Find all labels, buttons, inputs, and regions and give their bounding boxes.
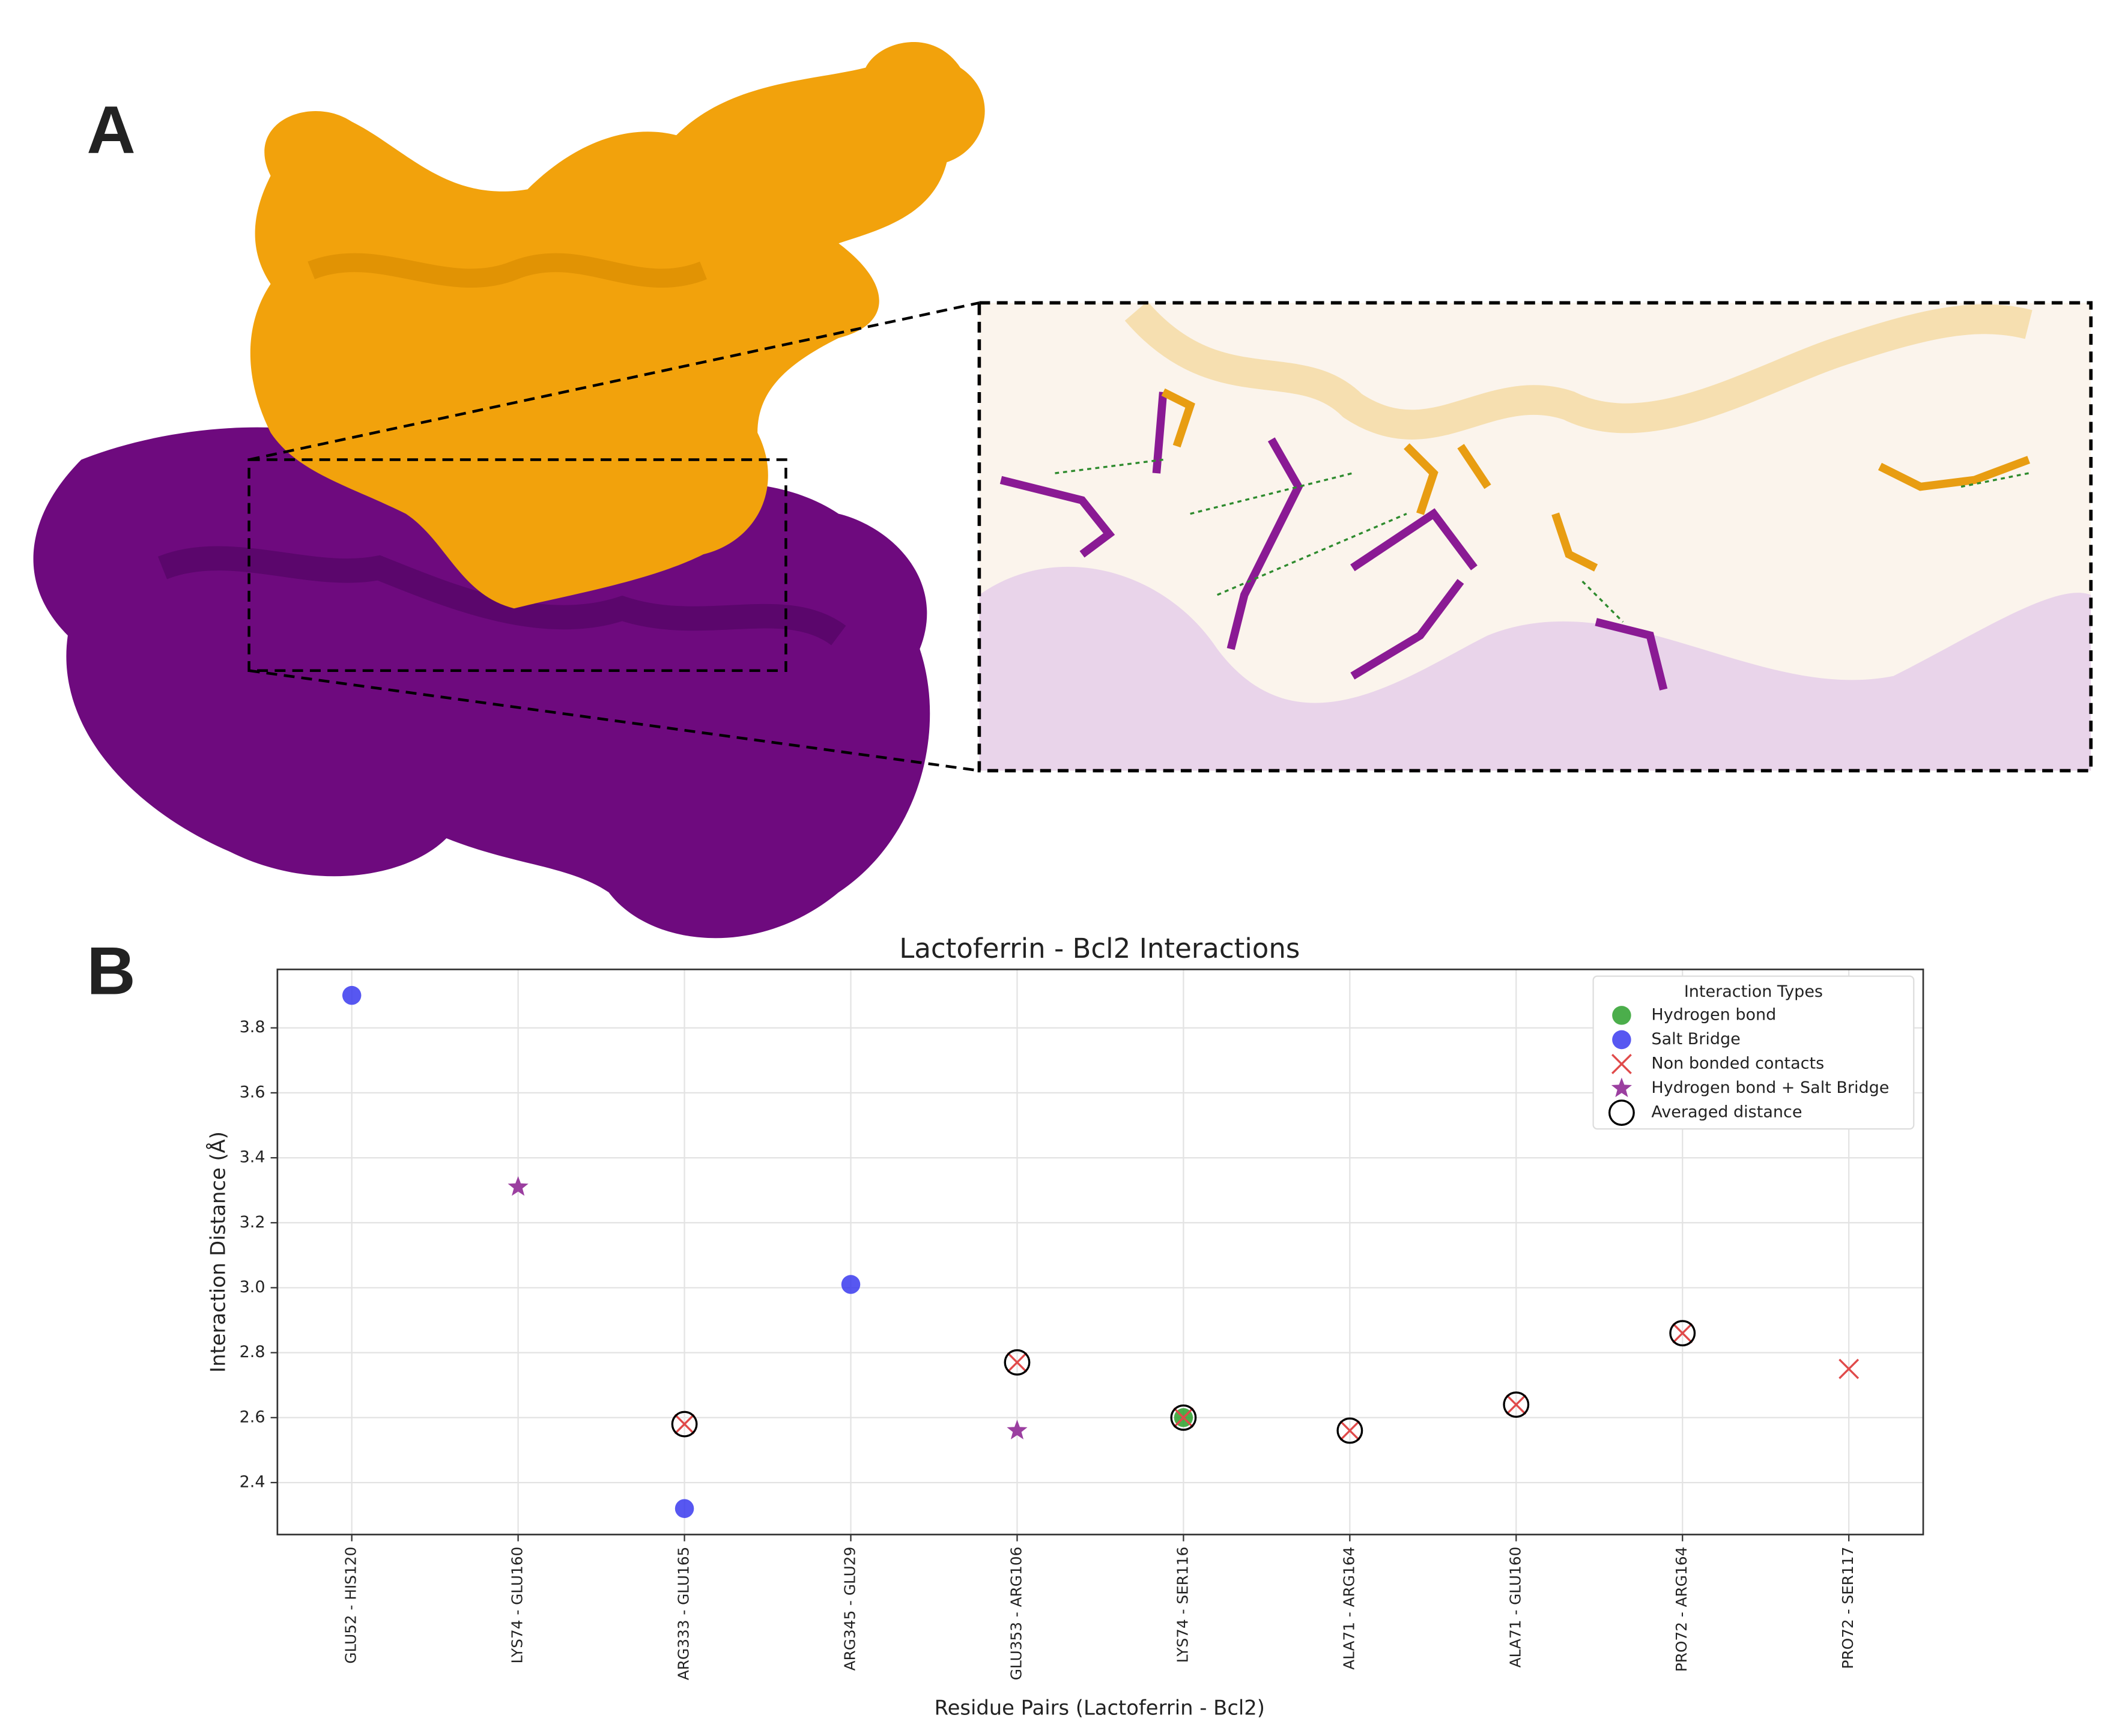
interaction-line — [1055, 458, 2029, 623]
stick-residue — [999, 392, 1668, 691]
point — [1007, 1420, 1028, 1440]
y-tick-label: 2.6 — [240, 1408, 265, 1426]
point — [674, 1414, 695, 1435]
protein-surface — [33, 41, 985, 939]
lactoferrin-surface — [250, 41, 985, 609]
x-tick-label: ARG333 - GLU165 — [675, 1547, 693, 1680]
legend-entry: Averaged distance — [1608, 1099, 1802, 1126]
y-tick-label: 3.8 — [240, 1018, 265, 1036]
panel-label: B — [86, 933, 135, 1008]
point — [841, 1275, 861, 1294]
legend-label: Hydrogen bond + Salt Bridge — [1651, 1078, 1889, 1097]
legend-entry: Non bonded contacts — [1611, 1054, 1824, 1074]
y-tick-label: 2.4 — [240, 1472, 265, 1491]
y-tick-label: 3.2 — [240, 1213, 265, 1232]
legend-label: Averaged distance — [1651, 1103, 1802, 1122]
point — [1611, 1077, 1633, 1098]
point — [1506, 1394, 1527, 1415]
inset-frame — [977, 301, 2093, 773]
zoom-box — [247, 458, 787, 673]
chart-title: Lactoferrin - Bcl2 Interactions — [899, 933, 1300, 964]
y-tick-label: 3.6 — [240, 1083, 265, 1101]
point — [1839, 1358, 1860, 1379]
point — [508, 1176, 529, 1196]
legend-box — [1592, 975, 1915, 1130]
point — [675, 1499, 694, 1519]
legend-label: Salt Bridge — [1651, 1030, 1740, 1048]
point — [1336, 1417, 1363, 1444]
surface-shade — [308, 253, 707, 288]
point — [342, 985, 362, 1005]
x-tick-label: ALA71 - GLU160 — [1506, 1547, 1524, 1668]
point — [1339, 1420, 1360, 1441]
point — [1173, 1407, 1194, 1428]
y-tick-label: 3.0 — [240, 1278, 265, 1296]
stick-residue — [1161, 388, 2030, 572]
x-tick-label: LYS74 - GLU160 — [509, 1547, 526, 1664]
x-tick-label: GLU52 - HIS120 — [342, 1547, 360, 1664]
bcl2-ribbon — [979, 566, 2091, 771]
zoom-inset — [977, 301, 2093, 773]
x-tick-label: ALA71 - ARG164 — [1340, 1547, 1357, 1670]
lactoferrin-ribbon — [1124, 301, 2033, 440]
point — [1611, 1054, 1632, 1074]
plot: 2.4 2.6 2.8 3.0 3.2 3.4 3.6 3.8 GLU52 - HIS120 LY… — [240, 969, 1924, 1680]
point — [1170, 1404, 1197, 1431]
point — [1612, 1030, 1631, 1050]
y-axis-label: Interaction Distance (Å) — [206, 1131, 230, 1373]
point — [1503, 1391, 1530, 1418]
x-tick-label: PRO72 - ARG164 — [1673, 1547, 1690, 1672]
x-tick-label: GLU353 - ARG106 — [1007, 1547, 1025, 1680]
legend-title: Interaction Types — [1684, 982, 1823, 1001]
legend-label: Hydrogen bond — [1651, 1005, 1776, 1024]
point — [1669, 1320, 1696, 1347]
x-axis-label: Residue Pairs (Lactoferrin - Bcl2) — [935, 1696, 1265, 1719]
legend-label: Non bonded contacts — [1651, 1054, 1824, 1072]
zoom-connector — [249, 301, 980, 461]
legend-entry: Hydrogen bond — [1612, 1005, 1776, 1025]
x-tick-label: ARG345 - GLU29 — [841, 1547, 859, 1671]
y-tick-label: 2.8 — [240, 1343, 265, 1361]
point — [1672, 1323, 1693, 1344]
point — [671, 1411, 698, 1438]
point — [1004, 1349, 1031, 1376]
point — [1608, 1099, 1635, 1126]
legend-entry: Salt Bridge — [1612, 1030, 1741, 1050]
plot-frame — [276, 969, 1924, 1535]
point — [1007, 1352, 1028, 1373]
surface-shade — [157, 546, 846, 646]
point — [1612, 1006, 1631, 1025]
panel-label: A — [86, 92, 135, 168]
legend-entry: Hydrogen bond + Salt Bridge — [1611, 1077, 1889, 1098]
y-tick-label: 3.4 — [240, 1148, 265, 1167]
x-tick-label: PRO72 - SER117 — [1839, 1547, 1857, 1669]
x-tick-label: LYS74 - SER116 — [1174, 1547, 1191, 1663]
